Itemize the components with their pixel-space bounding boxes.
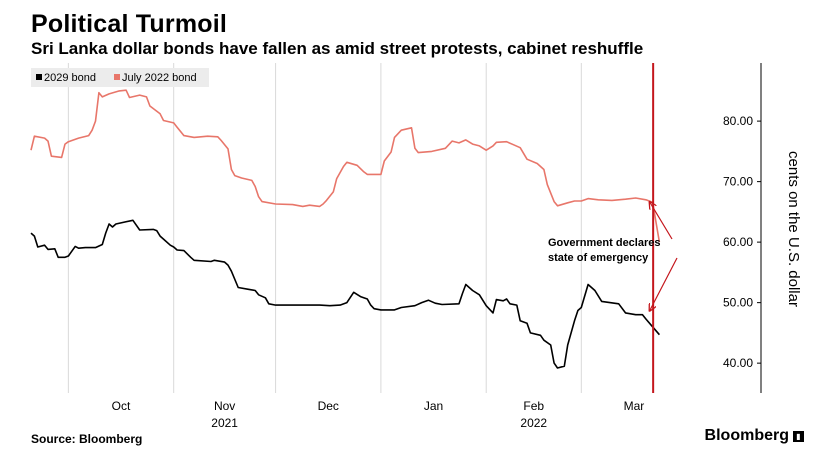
y-tick-label: 80.00 bbox=[723, 114, 753, 128]
annotation-text-line: state of emergency bbox=[548, 252, 649, 264]
legend-label: July 2022 bond bbox=[122, 72, 197, 84]
y-tick-label: 40.00 bbox=[723, 356, 753, 370]
x-year-label-2021: 2021 bbox=[211, 416, 238, 430]
chart-title: Political Turmoil bbox=[31, 10, 228, 38]
x-tick-label-mar: Mar bbox=[624, 399, 645, 413]
annotation-text-line: Government declares bbox=[548, 237, 661, 249]
brand-mark-icon: ▮ bbox=[793, 430, 804, 442]
legend-swatch bbox=[36, 74, 42, 80]
y-tick-label: 70.00 bbox=[723, 175, 753, 189]
x-tick-label-feb: Feb bbox=[523, 399, 544, 413]
annotation-arrow bbox=[650, 202, 673, 240]
brand-label: Bloomberg bbox=[704, 427, 789, 444]
x-tick-label-oct: Oct bbox=[112, 399, 131, 413]
legend-label: 2029 bond bbox=[44, 72, 96, 84]
y-axis-title: cents on the U.S. dollar bbox=[785, 151, 802, 307]
legend-swatch bbox=[114, 74, 120, 80]
series-line-july-2022-bond bbox=[30, 89, 661, 243]
x-tick-label-dec: Dec bbox=[318, 399, 339, 413]
source-note: Source: Bloomberg bbox=[31, 432, 143, 446]
series-line-2029-bond bbox=[30, 219, 661, 369]
annotation-arrow bbox=[650, 257, 678, 311]
x-tick-label-jan: Jan bbox=[424, 399, 443, 413]
y-tick-label: 60.00 bbox=[723, 235, 753, 249]
bloomberg-logo: Bloomberg ▮ bbox=[705, 427, 804, 445]
y-tick-label: 50.00 bbox=[723, 296, 753, 310]
x-tick-label-nov: Nov bbox=[214, 399, 235, 413]
x-year-label-2022: 2022 bbox=[520, 416, 547, 430]
chart-subtitle: Sri Lanka dollar bonds have fallen as am… bbox=[31, 39, 644, 58]
